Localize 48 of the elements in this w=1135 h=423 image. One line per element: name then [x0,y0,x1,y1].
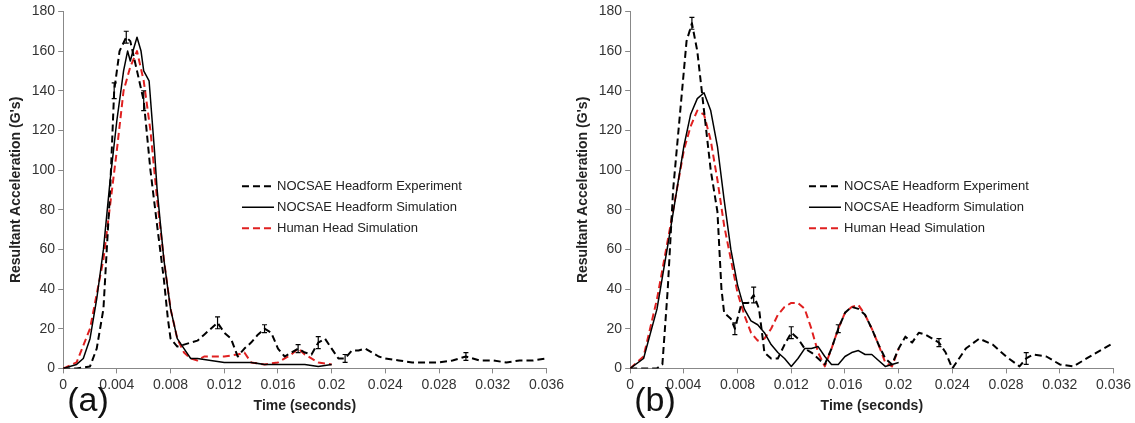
y-tick-label: 0 [47,359,56,376]
legend-label: Human Head Simulation [843,219,985,235]
legend-label: NOCSAE Headform Experiment [276,177,463,193]
x-axis-title: Time (seconds) [253,397,357,414]
x-tick-label: 0.02 [318,375,346,392]
y-tick-label: 80 [606,200,623,217]
x-tick-label: 0.012 [773,375,809,392]
y-tick-label: 140 [598,81,623,98]
x-axis-title: Time (seconds) [820,397,924,414]
x-tick-label: 0.036 [1095,375,1132,392]
y-tick-label: 80 [39,200,56,217]
y-tick-label: 180 [31,2,56,19]
x-tick-label: 0.016 [827,375,863,392]
y-tick-label: 140 [31,81,56,98]
x-tick-label: 0.008 [720,375,756,392]
x-tick-label: 0.008 [153,375,189,392]
y-tick-label: 120 [598,121,623,138]
y-tick-label: 60 [39,240,56,257]
x-tick-label: 0.028 [421,375,457,392]
x-tick-label: 0 [626,375,635,392]
y-tick-label: 60 [606,240,623,257]
x-tick-label: 0.032 [475,375,511,392]
x-tick-label: 0.032 [1042,375,1078,392]
y-tick-label: 160 [31,41,56,58]
y-tick-label: 100 [598,160,623,177]
x-tick-label: 0.012 [206,375,242,392]
y-axis-title: Resultant Acceleration (G's) [574,96,591,284]
y-tick-label: 180 [598,2,623,19]
y-tick-label: 0 [614,359,623,376]
y-axis-title: Resultant Acceleration (G's) [7,96,24,284]
y-tick-label: 120 [31,121,56,138]
y-tick-label: 40 [39,279,56,296]
y-tick-label: 160 [598,41,623,58]
legend-label: NOCSAE Headform Experiment [843,177,1030,193]
legend-label: Human Head Simulation [276,219,418,235]
x-tick-label: 0 [59,375,68,392]
y-tick-label: 20 [606,319,623,336]
x-tick-label: 0.024 [367,375,404,392]
x-tick-label: 0.02 [885,375,913,392]
y-tick-label: 40 [606,279,623,296]
x-tick-label: 0.028 [988,375,1024,392]
x-tick-label: 0.036 [528,375,565,392]
x-tick-label: 0.016 [260,375,296,392]
legend-label: NOCSAE Headform Simulation [276,198,457,214]
y-tick-label: 20 [39,319,56,336]
x-tick-label: 0.024 [934,375,971,392]
y-tick-label: 100 [31,160,56,177]
legend-label: NOCSAE Headform Simulation [843,198,1024,214]
